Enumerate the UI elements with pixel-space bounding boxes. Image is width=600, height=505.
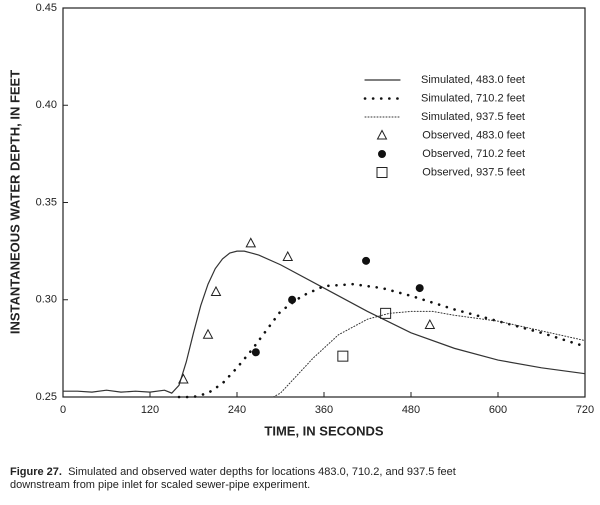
circle-marker — [378, 150, 386, 158]
x-tick-label: 0 — [60, 404, 66, 416]
triangle-marker — [376, 129, 388, 140]
legend-label: Observed, 483.0 feet — [422, 129, 525, 141]
square-marker — [376, 167, 388, 178]
circle-marker — [288, 295, 297, 304]
series-line — [62, 250, 586, 394]
plot-frame — [62, 7, 586, 398]
series-line — [177, 282, 587, 399]
triangle-marker — [178, 373, 189, 384]
x-axis-title: TIME, IN SECONDS — [264, 423, 384, 438]
circle-marker — [415, 284, 424, 293]
triangle-marker — [424, 318, 436, 330]
square-marker — [337, 350, 349, 362]
caption-label: Figure 27. — [10, 466, 62, 478]
legend-label: Simulated, 937.5 feet — [421, 111, 525, 123]
x-tick-label: 600 — [489, 404, 507, 416]
square-marker — [380, 307, 392, 319]
y-tick-label: 0.45 — [36, 2, 57, 14]
triangle-marker — [245, 237, 257, 248]
series-line — [272, 310, 586, 398]
legend-label: Simulated, 710.2 feet — [421, 92, 525, 104]
x-tick-label: 360 — [315, 404, 333, 416]
legend-label: Observed, 937.5 feet — [422, 166, 525, 178]
y-tick-label: 0.25 — [36, 391, 57, 403]
triangle-marker — [202, 328, 214, 339]
caption-text: Simulated and observed water depths for … — [10, 466, 456, 491]
y-tick-label: 0.35 — [36, 196, 57, 208]
circle-marker — [362, 256, 371, 265]
legend-label: Observed, 710.2 feet — [422, 148, 525, 160]
caption: Figure 27. Simulated and observed water … — [10, 466, 490, 492]
x-tick-label: 480 — [402, 404, 420, 416]
circle-marker — [251, 348, 260, 357]
x-tick-label: 720 — [576, 404, 594, 416]
triangle-marker — [210, 285, 222, 296]
y-tick-label: 0.40 — [36, 99, 57, 111]
triangle-marker — [282, 250, 294, 261]
y-axis-title: INSTANTANEOUS WATER DEPTH, IN FEET — [7, 70, 22, 334]
chart: TIME, IN SECONDS INSTANTANEOUS WATER DEP… — [7, 2, 594, 439]
x-tick-label: 120 — [141, 404, 159, 416]
y-tick-label: 0.30 — [36, 294, 57, 306]
legend-label: Simulated, 483.0 feet — [421, 74, 525, 86]
x-tick-label: 240 — [228, 404, 246, 416]
